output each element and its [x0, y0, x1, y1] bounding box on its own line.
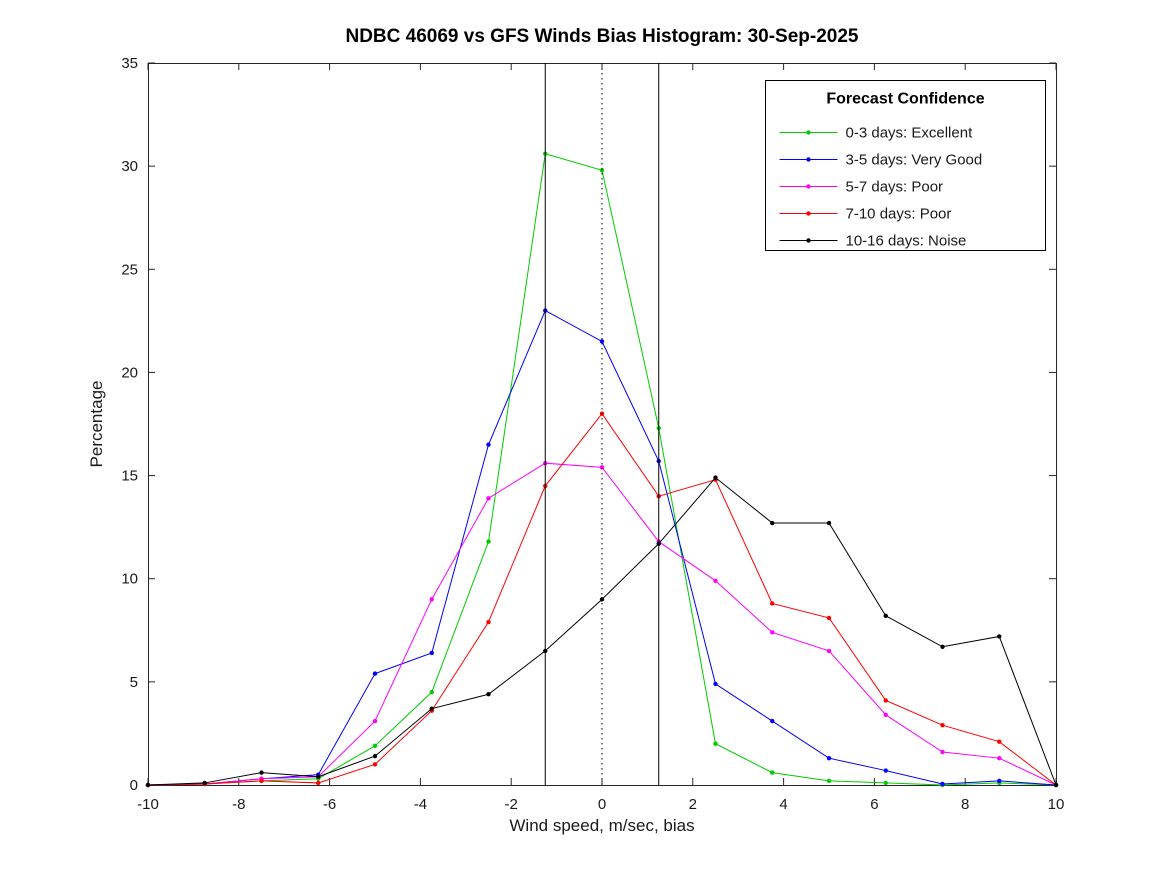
series-marker [997, 634, 1002, 639]
legend-sample-marker [806, 157, 811, 162]
series-marker [202, 780, 207, 786]
x-tick-label: 0 [598, 796, 606, 813]
series-marker [599, 339, 605, 344]
y-tick-label: 25 [121, 261, 138, 278]
legend-sample-marker [806, 130, 811, 135]
series-marker [826, 778, 832, 784]
series-marker [486, 442, 491, 447]
x-tick-label: -8 [232, 796, 245, 813]
x-tick-label: 10 [1048, 796, 1065, 813]
x-tick-label: 8 [961, 796, 969, 813]
series-marker [259, 778, 264, 784]
series-marker [1053, 782, 1059, 788]
series-marker [826, 648, 832, 654]
legend-entry-label: 5-7 days: Poor [846, 179, 944, 196]
chart-title: NDBC 46069 vs GFS Winds Bias Histogram: … [345, 26, 859, 47]
series-marker [997, 778, 1002, 784]
legend: Forecast Confidence 0-3 days: Excellent 3-… [765, 80, 1046, 251]
series-marker [713, 475, 718, 480]
series-marker [429, 597, 434, 602]
series-marker [599, 465, 605, 470]
x-tick-label: -4 [414, 796, 427, 813]
series-marker [713, 681, 718, 687]
y-tick-label: 15 [121, 468, 138, 485]
series-marker [486, 496, 491, 501]
series-marker [940, 749, 945, 755]
legend-title: Forecast Confidence [826, 91, 984, 108]
series-marker [599, 168, 605, 173]
y-tick-label: 0 [130, 777, 138, 794]
series-marker [145, 782, 151, 788]
series-marker [883, 768, 888, 773]
series-marker [372, 718, 378, 724]
x-tick-label: -2 [505, 796, 518, 813]
series-marker [883, 613, 888, 619]
x-tick-label: 4 [779, 796, 787, 813]
y-tick-label: 30 [121, 158, 138, 175]
series-marker [259, 770, 264, 775]
series-marker [429, 706, 434, 711]
series-marker [486, 539, 491, 544]
series-marker [997, 755, 1002, 761]
x-tick-label: -10 [137, 796, 159, 813]
x-tick-label: 6 [870, 796, 878, 813]
series-marker [316, 774, 321, 779]
series-marker [883, 698, 888, 703]
legend-sample-marker [806, 238, 811, 243]
series-marker [372, 671, 378, 676]
series-marker [997, 739, 1002, 744]
series-marker [883, 780, 888, 786]
series-marker [883, 712, 888, 718]
series-marker [429, 650, 434, 656]
series-marker [770, 770, 775, 775]
series-marker [826, 755, 832, 761]
legend-sample-marker [806, 184, 811, 189]
series-marker [940, 722, 945, 728]
y-tick-label: 35 [121, 55, 138, 72]
series-marker [316, 780, 321, 786]
series-marker [770, 601, 775, 606]
legend-box [765, 80, 1046, 251]
series-marker [486, 619, 491, 625]
legend-entry-label: 10-16 days: Noise [846, 233, 967, 250]
series-marker [429, 689, 434, 695]
x-tick-label: 2 [689, 796, 697, 813]
series-marker [770, 520, 775, 526]
x-tick-label: -6 [323, 796, 336, 813]
series-marker [770, 630, 775, 635]
series-marker [372, 753, 378, 759]
y-tick-label: 10 [121, 571, 138, 588]
series-marker [940, 781, 945, 787]
series-marker [486, 692, 491, 697]
x-axis-label: Wind speed, m/sec, bias [509, 816, 695, 835]
legend-entry-label: 3-5 days: Very Good [846, 152, 983, 169]
y-tick-label: 5 [130, 674, 138, 691]
series-marker [372, 762, 378, 767]
series-marker [713, 741, 718, 746]
series-marker [940, 644, 945, 649]
series-marker [826, 615, 832, 621]
series-marker [770, 718, 775, 724]
legend-entry-label: 7-10 days: Poor [846, 206, 952, 223]
series-marker [713, 578, 718, 583]
series-marker [826, 520, 832, 526]
y-tick-label: 20 [121, 364, 138, 381]
series-marker [372, 743, 378, 749]
legend-sample-marker [806, 211, 811, 216]
legend-entry-label: 0-3 days: Excellent [846, 125, 974, 142]
